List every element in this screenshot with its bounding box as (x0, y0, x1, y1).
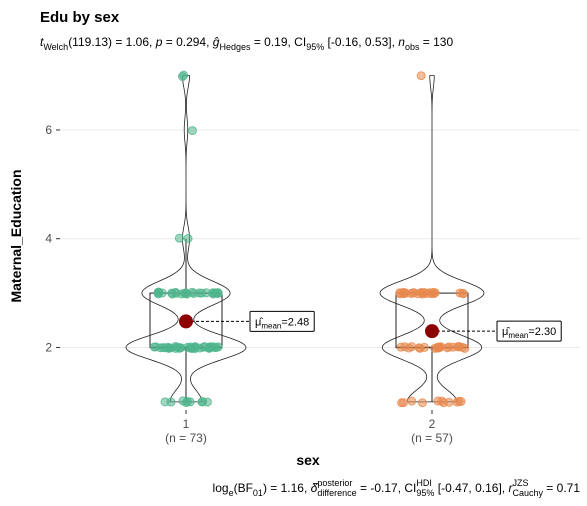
text-segment: 95% (416, 488, 434, 498)
data-point (459, 289, 469, 299)
data-point (198, 397, 208, 407)
data-point (453, 342, 463, 352)
text-segment: p (155, 35, 163, 49)
data-point (190, 343, 200, 353)
data-point (204, 342, 214, 352)
text-segment: (BF (234, 481, 253, 495)
text-segment: ) = 1.16, (263, 481, 311, 495)
text-segment: JZS (512, 478, 528, 488)
text-segment: e (229, 488, 234, 498)
text-segment: = 0.71 (543, 481, 580, 495)
text-segment: = 130 (419, 35, 453, 49)
text-segment: posterior (317, 478, 352, 488)
box (395, 292, 469, 348)
chart-subtitle: tWelch(119.13) = 1.06, p = 0.294, ĝHedge… (40, 35, 453, 52)
data-point (156, 343, 166, 353)
data-point (439, 398, 449, 408)
data-point (407, 396, 417, 406)
data-point (400, 342, 410, 352)
x-tick-n-label: (n = 57) (411, 431, 453, 445)
data-point (182, 289, 192, 299)
text-segment: difference (317, 488, 356, 498)
data-point (183, 397, 193, 407)
text-segment: μ̂ (502, 326, 510, 338)
text-segment: log (213, 481, 229, 495)
y-axis-label: Maternal_Education (8, 169, 24, 302)
data-point (165, 343, 175, 353)
text-segment: = 0.294, (162, 35, 212, 49)
mean-label-box (249, 310, 315, 332)
data-point (174, 233, 184, 243)
text-segment: = (281, 316, 287, 328)
text-segment: = -0.17, CI (357, 481, 417, 495)
data-point (424, 288, 434, 298)
x-tick-label: 2 (429, 417, 436, 431)
text-segment: mean (508, 331, 528, 340)
data-point (419, 342, 429, 352)
text-segment: (119.13) = 1.06, (68, 35, 156, 49)
text-segment: t (40, 35, 44, 49)
data-point (456, 397, 466, 407)
data-point (153, 287, 163, 297)
text-segment: Cauchy (512, 488, 543, 498)
text-segment: μ̂ (255, 316, 263, 328)
data-point (416, 71, 426, 81)
chart-caption: loge(BF01) = 1.16, δ̂posterior difference… (213, 478, 581, 498)
text-segment: 01 (253, 488, 263, 498)
mean-point (425, 324, 439, 339)
violin (379, 75, 485, 403)
mean-point (179, 314, 193, 329)
text-segment: 95% (306, 42, 324, 52)
text-segment: r (508, 481, 513, 495)
text-segment: = (528, 326, 534, 338)
data-point (406, 288, 416, 298)
mean-value: 2.48 (288, 316, 309, 328)
mean-value: 2.30 (535, 326, 556, 338)
y-tick-label: 2 (45, 340, 52, 354)
mean-label-box (496, 320, 562, 342)
text-segment: Hedges (219, 42, 251, 52)
text-segment: n (398, 35, 405, 49)
text-segment: HDI (416, 478, 432, 488)
chart-title: Edu by sex (40, 9, 120, 26)
data-point (433, 343, 443, 353)
data-point (175, 343, 185, 353)
data-point (167, 288, 177, 298)
text-segment: δ̂ (311, 481, 320, 495)
text-segment: [-0.47, 0.16], (434, 481, 508, 495)
y-tick-label: 4 (45, 232, 52, 246)
text-segment: ĝ (213, 35, 220, 49)
data-point (417, 398, 427, 408)
data-point (194, 288, 204, 298)
data-point (187, 126, 197, 136)
data-point (183, 233, 193, 243)
y-tick-label: 6 (45, 123, 52, 137)
x-tick-label: 1 (183, 417, 190, 431)
text-segment: = 0.19, CI (250, 35, 306, 49)
text-segment: Welch (43, 42, 68, 52)
data-point (398, 398, 408, 408)
text-segment: [-0.16, 0.53], (324, 35, 398, 49)
x-tick-n-label: (n = 73) (165, 431, 207, 445)
data-point (179, 70, 189, 80)
data-point (166, 397, 176, 407)
mean-label: μ̂mean=2.48 (255, 316, 309, 330)
data-point (444, 342, 454, 352)
data-point (213, 289, 223, 299)
text-segment: obs (405, 42, 420, 52)
text-segment: mean (261, 321, 281, 330)
mean-label: μ̂mean=2.30 (502, 326, 556, 340)
x-axis-label: sex (296, 452, 320, 468)
